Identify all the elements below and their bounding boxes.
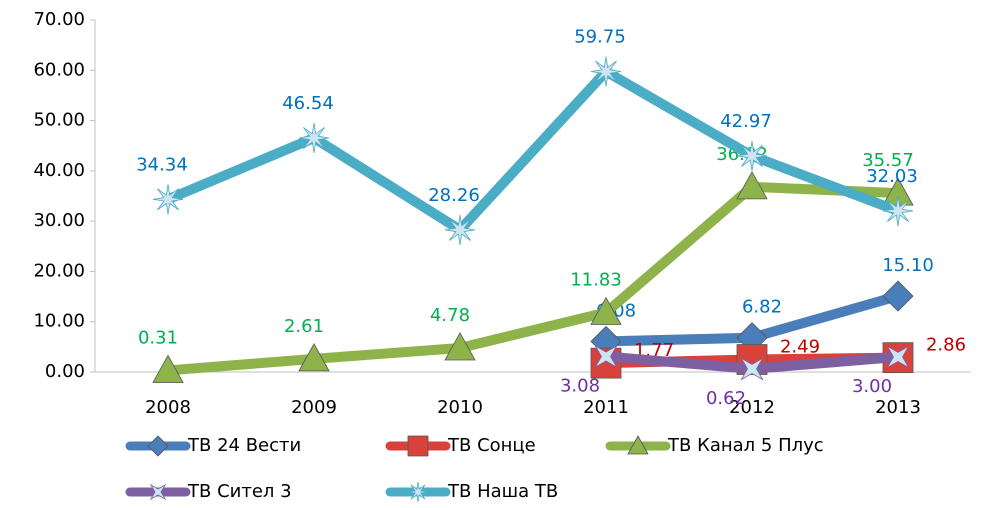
marker bbox=[736, 140, 768, 171]
legend-label: ТВ Канал 5 Плус bbox=[667, 435, 824, 456]
data-label: 2.49 bbox=[780, 336, 820, 357]
marker bbox=[444, 214, 476, 245]
marker bbox=[444, 332, 476, 361]
marker bbox=[882, 280, 914, 312]
data-label: 6.82 bbox=[742, 297, 782, 318]
y-tick-label: 60.00 bbox=[33, 59, 85, 80]
marker bbox=[407, 435, 429, 457]
x-tick-label: 2010 bbox=[437, 397, 483, 418]
x-tick-label: 2013 bbox=[875, 397, 921, 418]
marker bbox=[147, 435, 169, 457]
marker bbox=[149, 483, 167, 501]
marker bbox=[594, 344, 618, 369]
data-label: 11.83 bbox=[570, 270, 622, 291]
data-label: 35.57 bbox=[862, 150, 914, 171]
marker bbox=[298, 122, 330, 154]
marker bbox=[590, 56, 622, 87]
data-label: 2.86 bbox=[926, 335, 966, 356]
y-tick-label: 40.00 bbox=[33, 160, 85, 181]
legend-label: ТВ Сонце bbox=[447, 435, 536, 456]
marker bbox=[740, 357, 764, 381]
marker bbox=[882, 195, 914, 226]
marker bbox=[886, 345, 910, 369]
y-tick-label: 10.00 bbox=[33, 311, 85, 332]
data-label: 15.10 bbox=[882, 255, 934, 276]
data-label: 46.54 bbox=[282, 93, 334, 114]
series-line bbox=[163, 181, 903, 376]
data-label: 34.34 bbox=[136, 154, 188, 175]
data-label: 2.61 bbox=[284, 316, 324, 337]
data-label: 3.00 bbox=[852, 376, 892, 397]
data-label: 3.08 bbox=[560, 376, 600, 397]
x-tick-label: 2012 bbox=[729, 397, 775, 418]
marker bbox=[407, 481, 429, 503]
y-tick-label: 70.00 bbox=[33, 9, 85, 30]
series-line bbox=[163, 66, 903, 235]
marker bbox=[736, 171, 768, 200]
data-label: 28.26 bbox=[428, 185, 480, 206]
x-tick-label: 2008 bbox=[145, 397, 191, 418]
data-label: 4.78 bbox=[430, 305, 470, 326]
data-label: 42.97 bbox=[720, 111, 772, 132]
x-tick-label: 2011 bbox=[583, 397, 629, 418]
marker bbox=[152, 354, 184, 383]
data-label: 59.75 bbox=[574, 27, 626, 48]
data-label: 0.31 bbox=[138, 327, 178, 348]
y-tick-label: 50.00 bbox=[33, 110, 85, 131]
legend-label: ТВ Наша ТВ bbox=[447, 481, 558, 502]
data-label: 32.03 bbox=[866, 166, 918, 187]
data-label: 0.62 bbox=[706, 388, 746, 409]
x-tick-label: 2009 bbox=[291, 397, 337, 418]
y-tick-label: 30.00 bbox=[33, 210, 85, 231]
y-tick-label: 0.00 bbox=[45, 361, 85, 382]
y-tick-label: 20.00 bbox=[33, 260, 85, 281]
marker bbox=[627, 435, 649, 455]
legend-label: ТВ Сител 3 bbox=[187, 481, 292, 502]
marker bbox=[298, 343, 330, 372]
marker bbox=[590, 296, 622, 325]
marker bbox=[152, 184, 184, 215]
legend-label: ТВ 24 Вести bbox=[187, 435, 301, 456]
